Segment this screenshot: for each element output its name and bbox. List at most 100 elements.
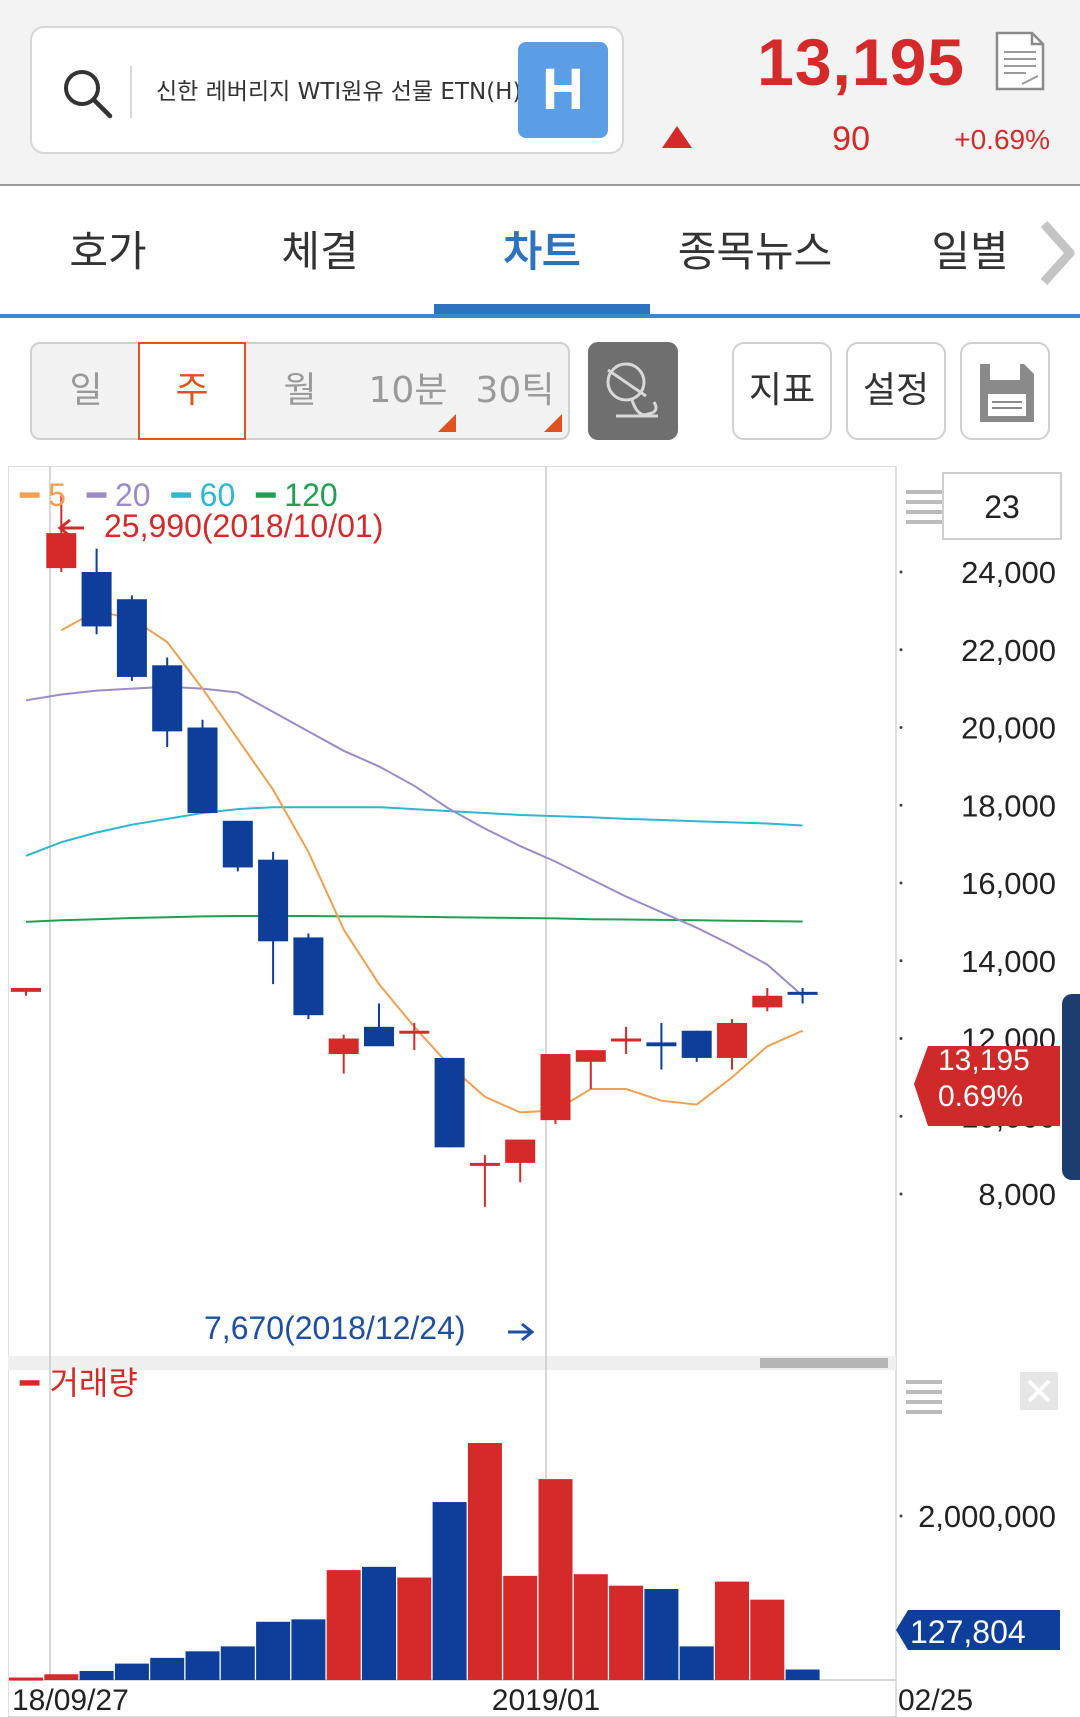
stock-name[interactable]: 신한 레버리지 WTI원유 선물 ETN(H) bbox=[156, 79, 522, 105]
period-selector: 일 주 월 10분 30틱 bbox=[30, 342, 570, 440]
volume-bar bbox=[326, 1570, 361, 1680]
volume-title-text: 거래량 bbox=[49, 1364, 138, 1402]
volume-bar bbox=[467, 1443, 502, 1680]
price-axis-label: 14,000 bbox=[961, 944, 1056, 979]
volume-bar bbox=[679, 1646, 714, 1680]
price-panel-menu-icon[interactable] bbox=[904, 484, 944, 524]
candle-body bbox=[328, 1038, 359, 1055]
volume-axis-tick bbox=[899, 1514, 903, 1518]
period-count-input[interactable]: 23 bbox=[942, 472, 1062, 540]
search-icon[interactable] bbox=[60, 66, 116, 122]
ma120-line bbox=[25, 915, 803, 923]
period-monthly-button[interactable]: 월 bbox=[283, 370, 317, 411]
candle-body bbox=[752, 995, 783, 1008]
save-icon bbox=[980, 364, 1034, 422]
candle-body bbox=[258, 859, 289, 942]
side-panel-handle[interactable] bbox=[1062, 994, 1080, 1180]
volume-bar bbox=[785, 1669, 820, 1680]
price-axis-tick bbox=[899, 803, 903, 807]
volume-panel-menu-icon[interactable] bbox=[904, 1374, 944, 1414]
current-volume-flag bbox=[896, 1610, 1060, 1650]
volume-bar bbox=[609, 1585, 644, 1680]
tab-orderbook[interactable]: 호가 bbox=[69, 227, 147, 276]
candle-body bbox=[46, 533, 77, 569]
x-axis-label: 02/25 bbox=[898, 1684, 973, 1717]
current-price-flag-rate: 0.69% bbox=[938, 1080, 1024, 1113]
save-button[interactable] bbox=[960, 342, 1050, 440]
tab-trades[interactable]: 체결 bbox=[281, 227, 359, 276]
dropdown-corner-icon bbox=[544, 414, 562, 432]
volume-panel-title: ━ 거래량 bbox=[20, 1364, 138, 1402]
indicator-button[interactable]: 지표 bbox=[732, 342, 832, 440]
candle-body bbox=[399, 1030, 430, 1034]
legend-ma60: ━ 60 bbox=[171, 477, 236, 513]
candle-body bbox=[116, 599, 147, 677]
price-axis-tick bbox=[899, 570, 903, 574]
candle-body bbox=[469, 1162, 500, 1166]
volume-axis-label: 2,000,000 bbox=[918, 1499, 1056, 1534]
candle-body bbox=[152, 665, 183, 732]
active-tab-indicator bbox=[434, 304, 650, 314]
price-axis-label: 16,000 bbox=[961, 866, 1056, 901]
current-price: 13,195 bbox=[757, 25, 965, 99]
hedge-badge: H bbox=[518, 42, 608, 138]
price-axis-tick bbox=[899, 726, 903, 729]
volume-bar bbox=[432, 1502, 467, 1680]
legend-ma20: ━ 20 bbox=[86, 477, 151, 513]
price-up-arrow-icon bbox=[662, 126, 692, 148]
candle-body bbox=[434, 1057, 465, 1148]
legend-ma120: ━ 120 bbox=[256, 477, 338, 513]
draw-tool-button[interactable] bbox=[588, 342, 678, 440]
price-axis-label: 20,000 bbox=[961, 711, 1056, 746]
candle-body bbox=[646, 1042, 677, 1047]
candlestick-chart[interactable]: 24,00022,00020,00018,00016,00014,00012,0… bbox=[8, 466, 1080, 1717]
period-30tick-button[interactable]: 30틱 bbox=[462, 344, 568, 438]
stock-search-box[interactable]: 신한 레버리지 WTI원유 선물 ETN(H) H bbox=[30, 26, 624, 154]
volume-bar bbox=[503, 1575, 538, 1680]
price-axis-label: 22,000 bbox=[961, 633, 1056, 668]
candle-body bbox=[81, 572, 112, 627]
price-axis-tick bbox=[899, 881, 903, 885]
candle-body bbox=[681, 1030, 712, 1058]
period-low-label: 7,670(2018/12/24) bbox=[204, 1310, 466, 1346]
price-change-rate: +0.69% bbox=[954, 124, 1050, 155]
chart-area[interactable]: 24,000 22,000 20,000 18,000 16,000 14,000 12,0… bbox=[8, 466, 1080, 1717]
settings-button[interactable]: 설정 bbox=[846, 342, 946, 440]
period-daily-button[interactable]: 일 bbox=[69, 370, 103, 411]
volume-bar bbox=[644, 1588, 679, 1680]
volume-bar bbox=[291, 1619, 326, 1680]
x-axis-label: 18/09/27 bbox=[12, 1684, 129, 1717]
tab-stock-news[interactable]: 종목뉴스 bbox=[677, 227, 833, 276]
candle-body bbox=[611, 1038, 642, 1042]
current-volume-flag-value: 127,804 bbox=[910, 1614, 1026, 1650]
candle-body bbox=[717, 1022, 747, 1058]
tab-daily[interactable]: 일별 bbox=[931, 227, 1009, 276]
period-high-label: 25,990(2018/10/01) bbox=[104, 508, 384, 544]
price-change: 90 bbox=[832, 120, 870, 158]
volume-bar bbox=[79, 1670, 114, 1680]
candle-body bbox=[575, 1050, 606, 1062]
price-axis-tick bbox=[899, 959, 903, 963]
candle-body bbox=[540, 1054, 571, 1121]
price-axis-label: 18,000 bbox=[961, 788, 1056, 823]
moving-average-legend: ━ 5 ━ 20 ━ 60 ━ 120 bbox=[20, 476, 350, 514]
candle-body bbox=[11, 987, 41, 992]
period-10min-label: 10분 bbox=[368, 370, 448, 411]
price-axis-tick bbox=[899, 1037, 903, 1040]
period-10min-button[interactable]: 10분 bbox=[354, 344, 462, 438]
search-divider bbox=[130, 66, 132, 118]
volume-bar bbox=[362, 1566, 396, 1680]
x-axis-label: 2019/01 bbox=[492, 1684, 600, 1717]
price-axis-label: 24,000 bbox=[961, 555, 1056, 590]
draw-tool-icon bbox=[606, 362, 658, 418]
volume-close-icon[interactable] bbox=[1020, 1372, 1058, 1410]
chevron-right-icon[interactable] bbox=[1036, 218, 1080, 288]
volume-bar bbox=[573, 1574, 608, 1680]
volume-bar bbox=[114, 1663, 149, 1680]
chart-scrollbar[interactable] bbox=[760, 1358, 888, 1368]
ma5-line bbox=[60, 609, 804, 1114]
period-weekly-button[interactable]: 주 bbox=[138, 342, 246, 440]
dropdown-corner-icon bbox=[438, 414, 456, 432]
document-icon[interactable] bbox=[994, 30, 1046, 92]
tab-chart[interactable]: 차트 bbox=[503, 227, 581, 276]
